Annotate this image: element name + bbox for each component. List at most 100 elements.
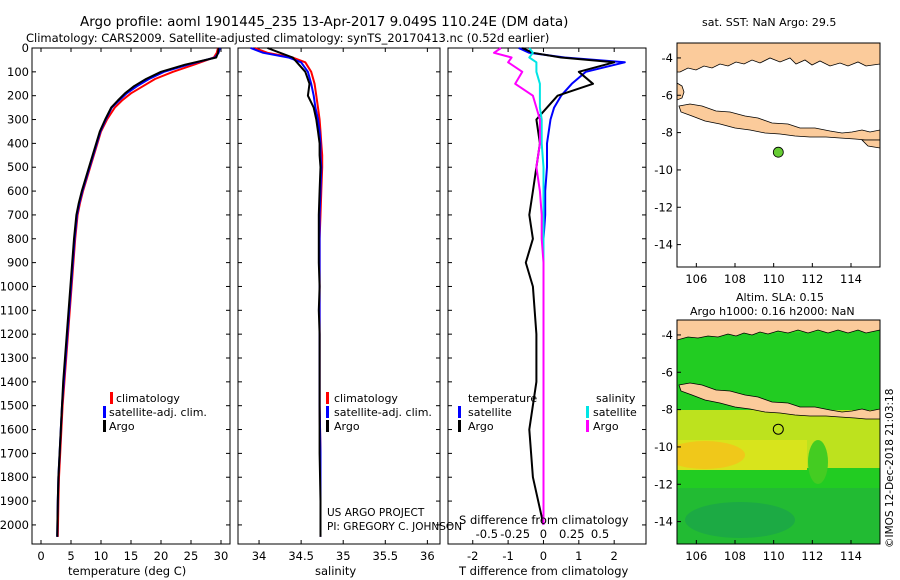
sst-land (677, 43, 880, 149)
difference-xlabel: T difference from climatology (458, 564, 629, 578)
lat-tick-label: -4 (662, 51, 673, 65)
lat-tick-label: -8 (662, 403, 673, 417)
lon-tick-label: 114 (840, 549, 862, 563)
argo-position-marker-sla (772, 423, 784, 435)
credit-project: US ARGO PROJECT (327, 507, 425, 519)
s-tick-label: 0 (540, 527, 547, 541)
depth-tick-label: 500 (7, 160, 29, 174)
java-coast (678, 103, 880, 141)
lon-tick-label: 110 (763, 549, 785, 563)
x-tick-label: 10 (94, 549, 109, 563)
series-line (250, 47, 323, 537)
depth-tick-label: 1000 (0, 279, 29, 293)
temperature-ticks: 0 5 10 15 20 25 30 (37, 48, 228, 563)
salinity-profiles (250, 47, 324, 537)
legend-label-s-satellite: satellite (593, 406, 637, 419)
salinity-xlabel: salinity (315, 564, 356, 578)
legend-label-satellite: satellite-adj. clim. (109, 406, 207, 419)
salinity-frame (237, 47, 441, 545)
x-tick-label: 20 (154, 549, 169, 563)
sla-cool-core (808, 440, 828, 484)
series-line (56, 47, 221, 537)
lon-tick-label: 114 (840, 272, 862, 286)
sla-map-title: Altim. SLA: 0.15 (736, 291, 824, 304)
x-tick-label: -2 (467, 549, 478, 563)
lat-tick-label: -14 (654, 238, 673, 252)
sst-map-title: sat. SST: NaN Argo: 29.5 (702, 16, 836, 29)
lat-tick-label: -6 (662, 88, 673, 102)
lat-tick-label: -10 (654, 440, 673, 454)
difference-panel: -2 -1 0 1 2 T difference from climatology S … (447, 47, 647, 578)
depth-tick-label: 0 (22, 41, 29, 55)
sla-map: Altim. SLA: 0.15 Argo h1000: 0.16 h2000:… (654, 291, 881, 563)
legend-swatch-climatology (110, 392, 113, 404)
credit-pi: PI: GREGORY C. JOHNSON (327, 521, 462, 533)
depth-tick-label: 1600 (0, 423, 29, 437)
legend-swatch-argo (103, 420, 106, 432)
x-tick-label: 35.5 (372, 549, 398, 563)
legend-label-argo: Argo (109, 420, 135, 433)
legend-swatch-t-satellite (458, 406, 461, 418)
depth-tick-label: 300 (7, 113, 29, 127)
legend-label-t-argo: Argo (468, 420, 494, 433)
lon-tick-label: 108 (724, 272, 746, 286)
series-line (254, 47, 324, 537)
legend-swatch-t-argo (458, 420, 461, 432)
madura-bali-coast (861, 139, 880, 149)
sst-map: sat. SST: NaN Argo: 29.5 106 108 110 112 114… (654, 16, 881, 286)
x-tick-label: 2 (611, 549, 618, 563)
legend-label-t-satellite: satellite (468, 406, 512, 419)
sla-field (677, 320, 880, 544)
sla-map-frame (676, 319, 881, 545)
lat-tick-label: -14 (654, 515, 673, 529)
x-tick-label: 25 (184, 549, 199, 563)
salinity-ticks: 34 34.5 35 35.5 36 (252, 48, 435, 563)
lat-tick-label: -8 (662, 126, 673, 140)
lat-tick-label: -6 (662, 365, 673, 379)
legend-title-temperature: temperature (468, 392, 537, 405)
x-tick-label: 35 (336, 549, 351, 563)
depth-tick-label: 100 (7, 65, 29, 79)
lat-tick-label: -4 (662, 328, 673, 342)
sla-map-ticks: 106 108 110 112 114 -4 -6 -8 -10 -12 -14 (654, 328, 862, 563)
series-line (267, 47, 322, 537)
sst-map-frame (676, 42, 881, 268)
depth-tick-label: 700 (7, 208, 29, 222)
series-line (518, 47, 626, 525)
x-tick-label: 0 (37, 549, 44, 563)
depth-tick-label: 600 (7, 184, 29, 198)
lat-tick-label: -12 (654, 477, 673, 491)
lon-tick-label: 112 (801, 549, 823, 563)
x-tick-label: -1 (502, 549, 513, 563)
x-tick-label: 34 (252, 549, 267, 563)
difference-xlabel-top: S difference from climatology (459, 513, 629, 527)
depth-tick-label: 900 (7, 256, 29, 270)
sla-warm-core (677, 441, 745, 469)
legend-swatch-argo (326, 420, 329, 432)
depth-tick-label: 1300 (0, 351, 29, 365)
depth-tick-label: 2000 (0, 518, 29, 532)
depth-tick-label: 800 (7, 232, 29, 246)
series-line (56, 47, 220, 537)
sla-java-coast (678, 382, 880, 420)
difference-legend: temperature satellite Argo salinity sate… (458, 392, 637, 433)
depth-ticks: 0 100 200 300 400 500 600 700 800 900 1000 1100 1200… (0, 41, 230, 532)
sla-map-subtitle: Argo h1000: 0.16 h2000: NaN (690, 305, 855, 318)
depth-tick-label: 1500 (0, 399, 29, 413)
temperature-frame (31, 47, 231, 545)
legend-label-climatology: climatology (116, 392, 180, 405)
depth-tick-label: 200 (7, 89, 29, 103)
depth-tick-label: 1900 (0, 494, 29, 508)
temperature-panel: 0100200300400500600700800900100011001200… (0, 41, 231, 578)
legend-label-climatology: climatology (334, 392, 398, 405)
depth-tick-label: 400 (7, 136, 29, 150)
x-tick-label: 15 (124, 549, 139, 563)
s-tick-label: -0.5 (476, 527, 498, 541)
lat-tick-label: -10 (654, 163, 673, 177)
lat-tick-label: -12 (654, 200, 673, 214)
sla-cool-south (685, 502, 795, 538)
legend-label-argo: Argo (334, 420, 360, 433)
difference-frame (447, 47, 647, 545)
salinity-legend: climatology satellite-adj. clim. Argo (326, 392, 432, 433)
